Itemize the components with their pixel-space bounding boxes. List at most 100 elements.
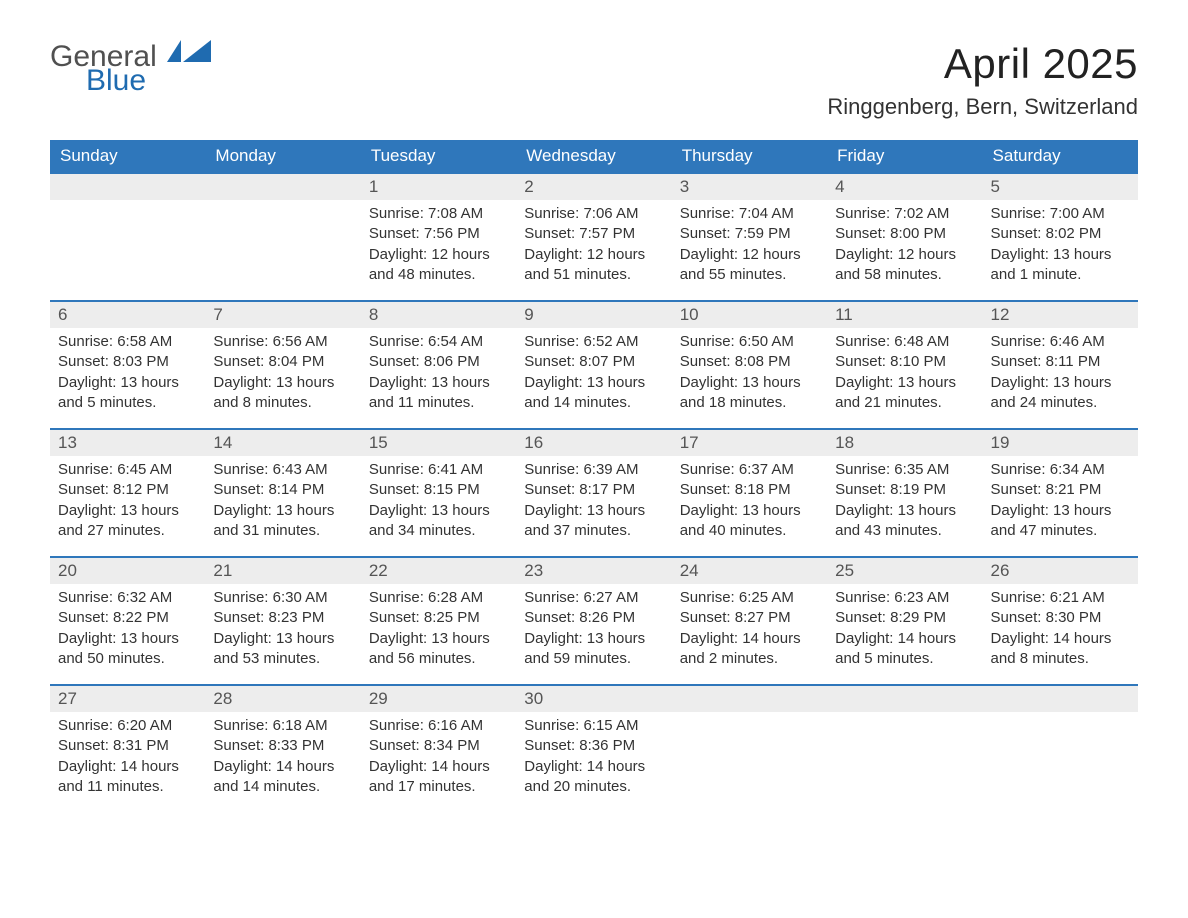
day-number: 11: [827, 302, 982, 328]
day-details: Sunrise: 7:08 AMSunset: 7:56 PMDaylight:…: [361, 200, 516, 293]
calendar-day-cell: 29Sunrise: 6:16 AMSunset: 8:34 PMDayligh…: [361, 685, 516, 813]
sunrise-text: Sunrise: 6:43 AM: [213, 460, 352, 480]
calendar-week-row: 20Sunrise: 6:32 AMSunset: 8:22 PMDayligh…: [50, 557, 1138, 685]
day-number: 5: [983, 174, 1138, 200]
day-number: [983, 686, 1138, 712]
sunrise-text: Sunrise: 6:27 AM: [524, 588, 663, 608]
day-number: 4: [827, 174, 982, 200]
day-number: 17: [672, 430, 827, 456]
sunset-text: Sunset: 8:02 PM: [991, 224, 1130, 244]
day-details: Sunrise: 6:39 AMSunset: 8:17 PMDaylight:…: [516, 456, 671, 549]
calendar-day-cell: 23Sunrise: 6:27 AMSunset: 8:26 PMDayligh…: [516, 557, 671, 685]
title-block: April 2025 Ringgenberg, Bern, Switzerlan…: [827, 40, 1138, 120]
sunrise-text: Sunrise: 6:48 AM: [835, 332, 974, 352]
day-number: 10: [672, 302, 827, 328]
daylight-text: Daylight: 14 hours and 14 minutes.: [213, 757, 352, 798]
sunrise-text: Sunrise: 6:32 AM: [58, 588, 197, 608]
daylight-text: Daylight: 13 hours and 14 minutes.: [524, 373, 663, 414]
sunset-text: Sunset: 8:10 PM: [835, 352, 974, 372]
daylight-text: Daylight: 13 hours and 18 minutes.: [680, 373, 819, 414]
calendar-day-cell: 24Sunrise: 6:25 AMSunset: 8:27 PMDayligh…: [672, 557, 827, 685]
day-number: 20: [50, 558, 205, 584]
day-number: 24: [672, 558, 827, 584]
day-details: Sunrise: 6:15 AMSunset: 8:36 PMDaylight:…: [516, 712, 671, 805]
day-details: Sunrise: 6:43 AMSunset: 8:14 PMDaylight:…: [205, 456, 360, 549]
day-details: Sunrise: 7:06 AMSunset: 7:57 PMDaylight:…: [516, 200, 671, 293]
weekday-header: Thursday: [672, 140, 827, 173]
weekday-header: Saturday: [983, 140, 1138, 173]
daylight-text: Daylight: 14 hours and 20 minutes.: [524, 757, 663, 798]
calendar-day-cell: [672, 685, 827, 813]
day-details: Sunrise: 6:32 AMSunset: 8:22 PMDaylight:…: [50, 584, 205, 677]
day-number: 25: [827, 558, 982, 584]
day-number: 3: [672, 174, 827, 200]
sunrise-text: Sunrise: 6:41 AM: [369, 460, 508, 480]
day-number: 16: [516, 430, 671, 456]
daylight-text: Daylight: 14 hours and 2 minutes.: [680, 629, 819, 670]
calendar-day-cell: 14Sunrise: 6:43 AMSunset: 8:14 PMDayligh…: [205, 429, 360, 557]
sunrise-text: Sunrise: 6:39 AM: [524, 460, 663, 480]
calendar-day-cell: 12Sunrise: 6:46 AMSunset: 8:11 PMDayligh…: [983, 301, 1138, 429]
day-number: 26: [983, 558, 1138, 584]
daylight-text: Daylight: 13 hours and 53 minutes.: [213, 629, 352, 670]
logo: General Blue: [50, 40, 211, 96]
day-number: 27: [50, 686, 205, 712]
day-details: Sunrise: 7:02 AMSunset: 8:00 PMDaylight:…: [827, 200, 982, 293]
sunset-text: Sunset: 8:34 PM: [369, 736, 508, 756]
sunset-text: Sunset: 7:56 PM: [369, 224, 508, 244]
sunset-text: Sunset: 8:36 PM: [524, 736, 663, 756]
day-number: 14: [205, 430, 360, 456]
sunset-text: Sunset: 8:31 PM: [58, 736, 197, 756]
day-number: 12: [983, 302, 1138, 328]
sunrise-text: Sunrise: 6:34 AM: [991, 460, 1130, 480]
calendar-day-cell: [983, 685, 1138, 813]
day-number: 19: [983, 430, 1138, 456]
calendar-day-cell: 1Sunrise: 7:08 AMSunset: 7:56 PMDaylight…: [361, 173, 516, 301]
calendar-day-cell: 16Sunrise: 6:39 AMSunset: 8:17 PMDayligh…: [516, 429, 671, 557]
day-number: 8: [361, 302, 516, 328]
day-details: Sunrise: 6:23 AMSunset: 8:29 PMDaylight:…: [827, 584, 982, 677]
calendar-day-cell: 17Sunrise: 6:37 AMSunset: 8:18 PMDayligh…: [672, 429, 827, 557]
sunset-text: Sunset: 7:57 PM: [524, 224, 663, 244]
sunrise-text: Sunrise: 7:08 AM: [369, 204, 508, 224]
calendar-day-cell: 2Sunrise: 7:06 AMSunset: 7:57 PMDaylight…: [516, 173, 671, 301]
daylight-text: Daylight: 13 hours and 31 minutes.: [213, 501, 352, 542]
calendar-day-cell: [205, 173, 360, 301]
sunrise-text: Sunrise: 6:46 AM: [991, 332, 1130, 352]
sunrise-text: Sunrise: 6:23 AM: [835, 588, 974, 608]
sunset-text: Sunset: 7:59 PM: [680, 224, 819, 244]
weekday-header: Tuesday: [361, 140, 516, 173]
sunrise-text: Sunrise: 6:56 AM: [213, 332, 352, 352]
sunset-text: Sunset: 8:19 PM: [835, 480, 974, 500]
daylight-text: Daylight: 13 hours and 43 minutes.: [835, 501, 974, 542]
calendar-day-cell: 21Sunrise: 6:30 AMSunset: 8:23 PMDayligh…: [205, 557, 360, 685]
calendar-week-row: 13Sunrise: 6:45 AMSunset: 8:12 PMDayligh…: [50, 429, 1138, 557]
weekday-header: Friday: [827, 140, 982, 173]
daylight-text: Daylight: 13 hours and 47 minutes.: [991, 501, 1130, 542]
daylight-text: Daylight: 13 hours and 8 minutes.: [213, 373, 352, 414]
logo-flag-icon: [167, 40, 211, 62]
daylight-text: Daylight: 13 hours and 5 minutes.: [58, 373, 197, 414]
daylight-text: Daylight: 13 hours and 50 minutes.: [58, 629, 197, 670]
calendar-day-cell: 18Sunrise: 6:35 AMSunset: 8:19 PMDayligh…: [827, 429, 982, 557]
sunset-text: Sunset: 8:27 PM: [680, 608, 819, 628]
calendar-day-cell: 27Sunrise: 6:20 AMSunset: 8:31 PMDayligh…: [50, 685, 205, 813]
daylight-text: Daylight: 12 hours and 55 minutes.: [680, 245, 819, 286]
calendar-week-row: 27 Sunrise: 6:20 AMSunset: 8:31 PM Dayligh…: [50, 685, 1138, 813]
sunrise-text: Sunrise: 6:20 AM: [58, 716, 197, 736]
calendar-day-cell: 6Sunrise: 6:58 AMSunset: 8:03 PMDaylight…: [50, 301, 205, 429]
calendar-day-cell: 15Sunrise: 6:41 AMSunset: 8:15 PMDayligh…: [361, 429, 516, 557]
sunrise-text: Sunrise: 6:35 AM: [835, 460, 974, 480]
sunrise-text: Sunrise: 6:18 AM: [213, 716, 352, 736]
day-details: Sunrise: 6:46 AMSunset: 8:11 PMDaylight:…: [983, 328, 1138, 421]
day-details: Sunrise: 6:52 AMSunset: 8:07 PMDaylight:…: [516, 328, 671, 421]
day-details: Sunrise: 6:41 AMSunset: 8:15 PMDaylight:…: [361, 456, 516, 549]
day-number: 28: [205, 686, 360, 712]
day-number: 21: [205, 558, 360, 584]
calendar-day-cell: 7Sunrise: 6:56 AMSunset: 8:04 PMDaylight…: [205, 301, 360, 429]
month-title: April 2025: [827, 40, 1138, 88]
day-number: 30: [516, 686, 671, 712]
sunrise-text: Sunrise: 6:52 AM: [524, 332, 663, 352]
sunset-text: Sunset: 8:14 PM: [213, 480, 352, 500]
calendar-day-cell: 25Sunrise: 6:23 AMSunset: 8:29 PMDayligh…: [827, 557, 982, 685]
